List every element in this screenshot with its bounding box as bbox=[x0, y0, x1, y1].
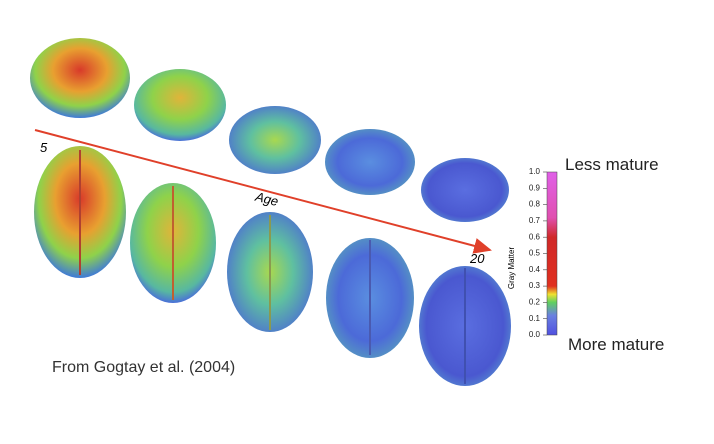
tick-label: 0.3 bbox=[529, 281, 541, 290]
caption: From Gogtay et al. (2004) bbox=[52, 359, 235, 376]
tick-label: 0.6 bbox=[529, 232, 541, 241]
legend-bottom: More mature bbox=[568, 335, 664, 354]
tick-label: 0.4 bbox=[529, 265, 541, 274]
colorbar-label: Gray Matter bbox=[507, 247, 516, 290]
legend-top: Less mature bbox=[565, 155, 659, 174]
age-arrow bbox=[34, 129, 492, 254]
tick-label: 0.1 bbox=[529, 314, 541, 323]
tick-label: 0.0 bbox=[529, 330, 541, 339]
age-label: Age bbox=[253, 189, 280, 209]
tick-label: 0.9 bbox=[529, 183, 541, 192]
tick-label: 0.5 bbox=[529, 249, 541, 258]
tick-label: 0.2 bbox=[529, 298, 541, 307]
tick-label: 0.8 bbox=[529, 200, 541, 209]
tick-label: 0.7 bbox=[529, 216, 541, 225]
brain-images bbox=[30, 38, 511, 386]
colorbar bbox=[546, 171, 558, 336]
age-end: 20 bbox=[469, 251, 485, 266]
age-start: 5 bbox=[40, 140, 48, 155]
colorbar-ticks: 0.0 0.1 0.2 0.3 0.4 0.5 0.6 0.7 0.8 0.9 1.0 bbox=[529, 167, 547, 339]
tick-label: 1.0 bbox=[529, 167, 541, 176]
